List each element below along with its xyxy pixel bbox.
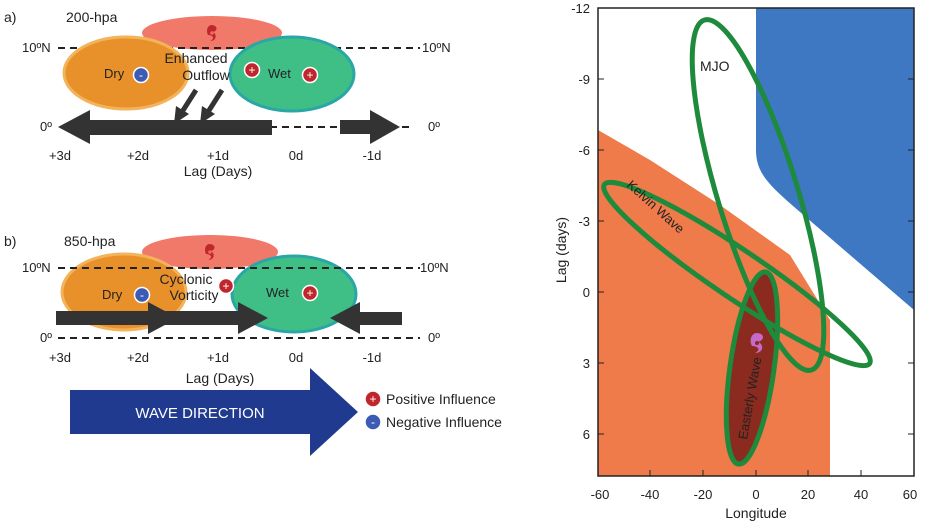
plus-sign: +: [222, 279, 229, 293]
westward-flow-arrow: [330, 302, 402, 334]
lag-ticks-a: +3d +2d +1d 0d -1d: [49, 148, 381, 163]
wet-region-a: [228, 35, 356, 113]
plus-sign: +: [248, 63, 255, 77]
x-tick-label: 20: [801, 487, 815, 502]
tick-label: -1d: [363, 148, 382, 163]
tick-label: +2d: [127, 148, 149, 163]
dry-label-a: Dry: [104, 66, 125, 81]
xlabel-a: Lag (Days): [184, 163, 252, 179]
x-axis: [597, 470, 915, 476]
positive-icon: [301, 284, 319, 302]
lat-label-left-b: 10ºN: [22, 260, 51, 275]
panel-b: b) 850-hpa 10ºN 10ºN Dry - Wet + Cycloni…: [4, 233, 449, 386]
minus-sign: -: [371, 415, 375, 429]
westward-flow-arrow: [58, 110, 272, 144]
negative-legend-label: Negative Influence: [386, 414, 502, 430]
mjo-ellipse: [689, 17, 827, 373]
tick-label: +1d: [207, 350, 229, 365]
eq-label-left-a: 0º: [40, 119, 52, 134]
tick-label: +3d: [49, 350, 71, 365]
tick-label: 0d: [289, 350, 303, 365]
blue-region: [756, 8, 914, 310]
panel-b-level: 850-hpa: [64, 233, 116, 249]
x-tick-label: -20: [694, 487, 713, 502]
positive-legend-icon: [364, 390, 382, 408]
hurricane-icon: [205, 244, 215, 260]
positive-icon: [243, 61, 261, 79]
vorticity-label-1: Cyclonic: [160, 271, 213, 287]
minus-sign: -: [140, 288, 144, 302]
eq-label-left-b: 0º: [40, 330, 52, 345]
y-tick-label: 6: [583, 427, 590, 442]
y-tick-label: -6: [578, 143, 590, 158]
wet-label-b: Wet: [266, 285, 289, 300]
vorticity-label-2: Vorticity: [169, 287, 218, 303]
lat-label-left-a: 10ºN: [22, 40, 51, 55]
lag-ticks-b: +3d +2d +1d 0d -1d: [49, 350, 381, 365]
wet-label-a: Wet: [268, 66, 291, 81]
x-axis-label: Longitude: [725, 505, 787, 521]
plus-sign: +: [306, 68, 313, 82]
dry-region-a: [62, 35, 190, 111]
outflow-label-2: Outflow: [182, 67, 230, 83]
minus-sign: -: [139, 68, 143, 82]
outflow-label-1: Enhanced: [164, 50, 227, 66]
y-tick-label: 3: [583, 356, 590, 371]
x-tick-label: 60: [903, 487, 917, 502]
x-tick-label: -60: [591, 487, 610, 502]
negative-icon: [133, 286, 151, 304]
tick-label: 0d: [289, 148, 303, 163]
y-axis-label: Lag (days): [553, 217, 569, 283]
y-tick-label: -3: [578, 214, 590, 229]
plus-sign: +: [306, 286, 313, 300]
lat-label-right-b: 10ºN: [420, 260, 449, 275]
wave-direction-label: WAVE DIRECTION: [135, 405, 264, 422]
kelvin-wave-ellipse: [601, 179, 873, 369]
legend: + Positive Influence - Negative Influenc…: [364, 390, 502, 431]
x-tick-label: 0: [752, 487, 759, 502]
tick-label: +3d: [49, 148, 71, 163]
hurricane-icon: [750, 333, 764, 353]
eastward-flow-arrow: [56, 302, 178, 334]
positive-icon: [301, 66, 319, 84]
eastward-flow-arrow: [340, 110, 400, 144]
y-tick-label: 0: [583, 285, 590, 300]
positive-icon: [217, 277, 235, 295]
y-tick-label: -9: [578, 72, 590, 87]
negative-legend-icon: [364, 413, 382, 431]
dry-label-b: Dry: [102, 287, 123, 302]
y-tick-labels: -12 -9 -6 -3 0 3 6: [571, 1, 590, 442]
wave-direction-arrow: WAVE DIRECTION: [70, 368, 358, 456]
eq-label-right-a: 0º: [428, 119, 440, 134]
tick-label: -1d: [363, 350, 382, 365]
panel-a: a) 200-hpa 10ºN 10ºN Dry - Wet + + Enhan…: [4, 9, 451, 179]
positive-legend-label: Positive Influence: [386, 391, 496, 407]
eq-label-right-b: 0º: [428, 330, 440, 345]
plus-sign: +: [369, 392, 376, 406]
x-tick-label: 40: [854, 487, 868, 502]
wet-region-b: [230, 254, 358, 334]
panel-a-tag: a): [4, 9, 16, 25]
xlabel-b: Lag (Days): [186, 370, 254, 386]
y-axis: [598, 7, 914, 435]
lag-longitude-diagram: -12 -9 -6 -3 0 3 6 Lag (days) -60 -40 -2…: [553, 1, 917, 521]
tick-label: +2d: [127, 350, 149, 365]
hurricane-icon: [207, 25, 217, 41]
outflow-arrows: [174, 88, 225, 124]
y-tick-label: -12: [571, 1, 590, 16]
x-tick-label: -40: [641, 487, 660, 502]
lat-label-right-a: 10ºN: [422, 40, 451, 55]
mjo-label: MJO: [700, 58, 730, 74]
x-tick-labels: -60 -40 -20 0 20 40 60: [591, 487, 918, 502]
eastward-flow-arrow: [164, 302, 268, 334]
tick-label: +1d: [207, 148, 229, 163]
panel-a-level: 200-hpa: [66, 9, 118, 25]
negative-icon: [132, 66, 150, 84]
panel-b-tag: b): [4, 233, 16, 249]
